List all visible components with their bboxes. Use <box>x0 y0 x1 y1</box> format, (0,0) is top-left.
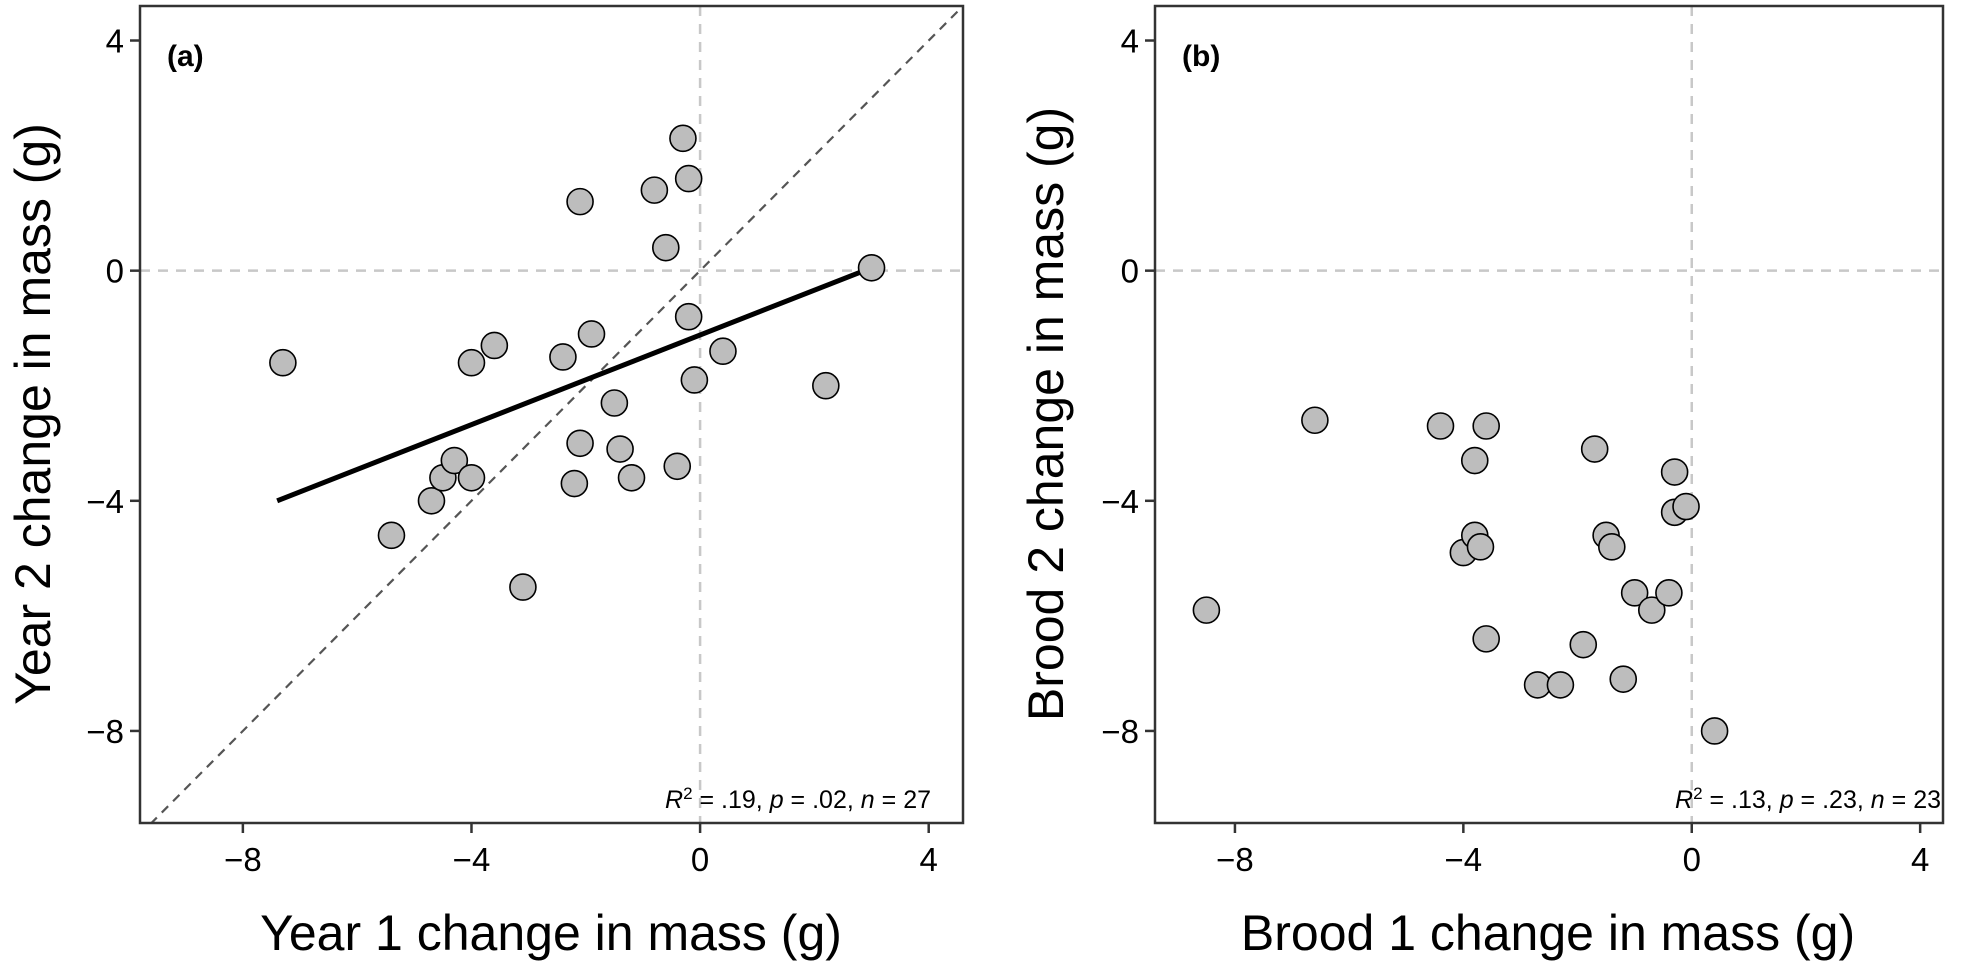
panel-a-data-point <box>566 429 594 458</box>
panel-a-data-point <box>857 253 886 282</box>
panel-a-data-point <box>812 371 840 400</box>
panel-b-r2-value: .13 <box>1731 786 1766 814</box>
panel-a-data-point <box>606 435 634 463</box>
panel-b-data-point <box>1672 492 1700 521</box>
panel-a-data-point <box>709 337 737 366</box>
panel-b-p-value: .23 <box>1822 786 1857 814</box>
panel-b-data-point <box>1546 671 1575 699</box>
panel-a-scatter-plot: −8 −4 0 4 −8 −4 0 4 (a) R2 = .19, p = .02, n =… <box>5 4 965 961</box>
panel-a-y-tick-label: 0 <box>106 253 124 290</box>
panel-b-points <box>1192 406 1729 745</box>
panel-a-plot-border <box>138 4 965 825</box>
panel-b-y-ticks: −8 −4 0 4 <box>1101 23 1155 750</box>
panel-a-x-tick-label: 4 <box>920 841 938 878</box>
panel-a-y-axis-title: Year 2 change in mass (g) <box>5 123 61 705</box>
panel-a-identity-line <box>149 6 963 823</box>
panel-a-plot-background <box>140 6 963 823</box>
panel-a-data-point <box>560 469 589 498</box>
panel-b-data-point <box>1655 579 1683 607</box>
panel-a-r2-value: .19 <box>721 786 756 814</box>
panel-a-data-point <box>440 446 469 475</box>
panel-a-x-tick-label: −4 <box>453 841 491 878</box>
panel-a-p-value: .02 <box>812 786 847 814</box>
panel-a-data-point <box>669 124 697 153</box>
panel-b-data-point <box>1472 625 1500 653</box>
panel-b-data-point <box>1637 596 1666 624</box>
panel-b-plot-background <box>1155 6 1943 823</box>
panel-a-data-point <box>674 302 703 331</box>
panel-b-data-point <box>1472 412 1500 440</box>
panel-a-data-point <box>269 348 297 377</box>
panel-a-data-point <box>480 331 509 360</box>
panel-b-n-value: 23 <box>1913 786 1941 814</box>
panel-a-data-point <box>566 187 594 216</box>
panel-a-x-axis-title: Year 1 change in mass (g) <box>260 905 842 961</box>
panel-a-data-point <box>457 348 486 377</box>
panel-a-points <box>269 124 886 601</box>
panel-b-x-tick-label: 0 <box>1683 841 1701 878</box>
panel-a-data-point <box>640 176 669 204</box>
panel-a-data-point <box>549 343 577 371</box>
panel-b-data-point <box>1598 533 1626 561</box>
panel-b-y-tick-label: 0 <box>1121 253 1139 290</box>
panel-a-y-tick-label: 4 <box>106 23 124 60</box>
panel-a-data-point <box>600 389 629 417</box>
panel-b-data-point <box>1580 435 1609 463</box>
panel-a-fit-line-layer <box>276 265 873 504</box>
panel-b-data-point <box>1660 458 1689 486</box>
panel-a-data-point <box>680 366 709 394</box>
panel-b-data-point <box>1192 596 1221 624</box>
panel-b-data-point <box>1426 412 1455 440</box>
panel-a-data-point <box>509 573 537 601</box>
panel-b-x-tick-label: 4 <box>1911 841 1929 878</box>
panel-a-data-point <box>457 463 486 492</box>
panel-a-data-point <box>377 521 406 550</box>
panel-b-data-point <box>1609 665 1638 693</box>
panel-b-scatter-plot: −8 −4 0 4 −8 −4 0 4 (b) R2 = .13, p = .23, n =… <box>1018 4 1945 961</box>
panel-a-data-point <box>617 463 646 492</box>
panel-b-x-ticks: −8 −4 0 4 <box>1216 823 1929 878</box>
panel-a-data-point <box>652 233 680 262</box>
panel-b-x-tick-label: −4 <box>1445 841 1483 878</box>
panel-b-y-tick-label: 4 <box>1121 23 1139 60</box>
panel-b-data-point <box>1700 717 1729 745</box>
panel-a-data-point <box>577 320 606 348</box>
panel-a-data-point <box>674 164 703 193</box>
panel-a-n-value: 27 <box>903 786 931 814</box>
panel-a-reference-lines <box>140 6 963 823</box>
panel-b-data-point <box>1466 533 1495 561</box>
panel-b-reference-lines <box>1155 6 1943 823</box>
panel-a-stats-annotation: R2 = .19, p = .02, n = 27 <box>665 784 931 814</box>
panel-b-data-point <box>1301 406 1329 435</box>
panel-b-x-axis-title: Brood 1 change in mass (g) <box>1241 905 1855 961</box>
panel-a-y-tick-label: −8 <box>86 713 124 750</box>
panel-a-data-point <box>417 487 446 515</box>
panel-b-y-tick-label: −8 <box>1101 713 1139 750</box>
panel-a-x-tick-label: 0 <box>691 841 709 878</box>
panel-a-label: (a) <box>167 40 204 73</box>
panel-a-y-tick-label: −4 <box>86 483 124 520</box>
panel-b-stats-annotation: R2 = .13, p = .23, n = 23 <box>1675 784 1941 814</box>
panel-b-x-tick-label: −8 <box>1216 841 1254 878</box>
panel-b-y-tick-label: −4 <box>1101 483 1139 520</box>
panel-a-y-ticks: −8 −4 0 4 <box>86 23 140 750</box>
panel-a-data-point <box>663 452 692 481</box>
panel-b-label: (b) <box>1182 40 1220 73</box>
panel-b-y-axis-title: Brood 2 change in mass (g) <box>1018 107 1074 721</box>
panel-b-plot-border <box>1153 4 1945 825</box>
panel-a-x-ticks: −8 −4 0 4 <box>224 823 938 878</box>
panel-a-regression-line <box>276 265 873 504</box>
panel-b-data-point <box>1569 630 1598 659</box>
panel-a-x-tick-label: −8 <box>224 841 262 878</box>
panel-b-data-point <box>1460 446 1489 475</box>
panel-b-data-point <box>1620 579 1649 607</box>
